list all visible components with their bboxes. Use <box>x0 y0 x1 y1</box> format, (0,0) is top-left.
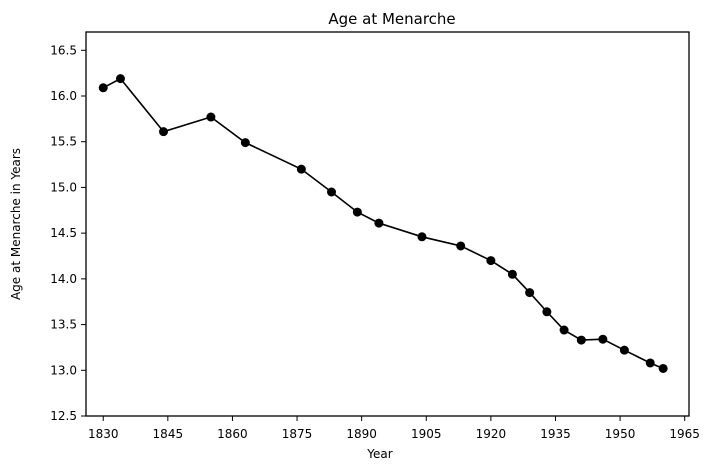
data-point <box>115 74 125 84</box>
data-point <box>658 363 668 373</box>
data-point <box>542 307 552 317</box>
data-point <box>417 232 427 242</box>
y-tick-label: 16.5 <box>50 43 77 57</box>
x-tick-label: 1950 <box>605 427 636 441</box>
y-tick-label: 14.5 <box>50 226 77 240</box>
y-tick-label: 14.0 <box>50 272 77 286</box>
data-point <box>486 256 496 266</box>
data-point <box>598 334 608 344</box>
data-point <box>507 269 517 279</box>
y-tick-label: 15.0 <box>50 180 77 194</box>
y-tick-label: 12.5 <box>50 409 77 423</box>
data-point <box>98 83 108 93</box>
x-tick-label: 1890 <box>346 427 377 441</box>
y-tick-label: 15.5 <box>50 135 77 149</box>
data-point <box>327 187 337 197</box>
data-point <box>645 358 655 368</box>
y-axis: 12.5 13.0 13.5 14.0 14.5 15.0 15.5 16.0 16.5 <box>50 43 86 423</box>
data-point <box>559 325 569 335</box>
y-tick-label: 13.5 <box>50 318 77 332</box>
data-point <box>576 335 586 345</box>
x-tick-label: 1875 <box>282 427 313 441</box>
data-point <box>525 288 535 298</box>
y-tick-label: 13.0 <box>50 363 77 377</box>
x-axis-title: Year <box>366 447 392 461</box>
data-point <box>159 127 169 137</box>
y-tick-label: 16.0 <box>50 89 77 103</box>
data-point <box>374 218 384 228</box>
data-point <box>619 345 629 355</box>
data-point <box>352 207 362 217</box>
series-layer <box>98 74 668 373</box>
x-axis: 1830 1845 1860 1875 1890 1905 1920 1935 1950 1965 <box>88 416 700 441</box>
x-tick-label: 1920 <box>476 427 507 441</box>
data-point <box>206 112 216 122</box>
plot-area <box>85 31 690 417</box>
x-tick-label: 1905 <box>411 427 442 441</box>
y-axis-title: Age at Menarche in Years <box>9 148 23 300</box>
data-point <box>296 164 306 174</box>
x-tick-label: 1965 <box>669 427 700 441</box>
x-tick-label: 1860 <box>217 427 248 441</box>
x-tick-label: 1845 <box>153 427 184 441</box>
chart-title: Age at Menarche <box>328 10 455 28</box>
data-point <box>456 241 466 251</box>
x-tick-label: 1935 <box>540 427 571 441</box>
data-point <box>240 138 250 148</box>
x-tick-label: 1830 <box>88 427 119 441</box>
